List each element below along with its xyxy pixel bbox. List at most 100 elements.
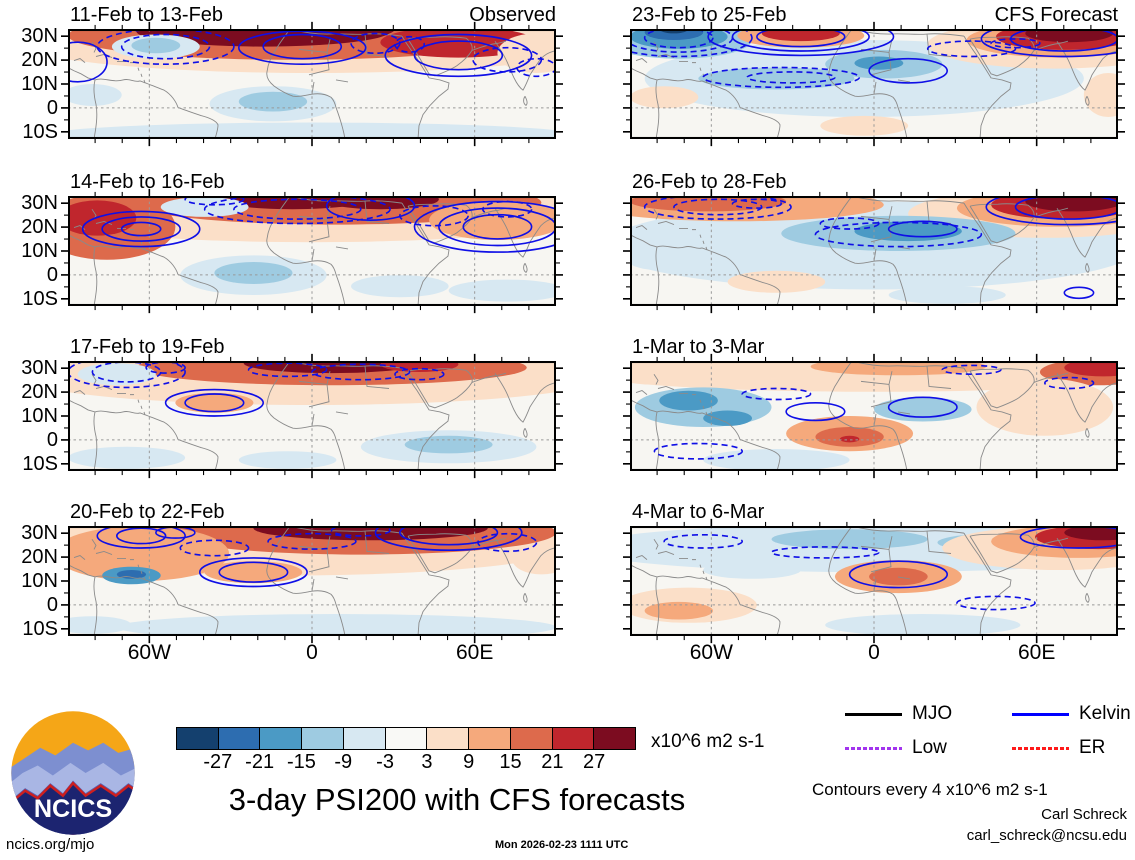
- kelvin-contour-solid: [218, 561, 289, 583]
- kelvin-contour-dashed: [673, 198, 763, 216]
- kelvin-contour-dashed: [267, 532, 357, 550]
- kelvin-contour-solid: [887, 220, 958, 238]
- kelvin-contour-solid: [438, 207, 556, 247]
- coastline: [407, 368, 473, 409]
- ncics-logo: NCICS: [10, 710, 136, 836]
- coastline: [1056, 537, 1118, 588]
- anomaly-blob: [771, 529, 928, 550]
- kelvin-contour-solid: [399, 526, 499, 546]
- coastline: [655, 411, 660, 471]
- map-svg: [61, 21, 563, 147]
- anomaly-blob: [253, 526, 488, 541]
- kelvin-contour-dashed: [643, 196, 792, 220]
- coastline: [1085, 95, 1090, 106]
- anomaly-blob: [68, 200, 137, 236]
- map-plot: [61, 518, 563, 644]
- coastline: [93, 79, 98, 139]
- coastline: [91, 373, 97, 385]
- coastline: [266, 526, 346, 636]
- panel-forecast-1: 23-Feb to 25-Feb CFS Forecast: [623, 4, 1125, 147]
- kelvin-contour-solid: [184, 393, 245, 413]
- x-tick-label: 0: [306, 641, 318, 664]
- coastline: [963, 35, 1012, 139]
- anomaly-blob: [404, 435, 493, 454]
- y-tick-label: 30N: [21, 522, 58, 545]
- coastline: [117, 558, 134, 561]
- anomaly-blob: [380, 29, 537, 58]
- panel-title: 4-Mar to 6-Mar: [632, 501, 765, 523]
- kelvin-contour-dashed: [814, 221, 983, 248]
- coastline: [963, 202, 1012, 306]
- colorbar-tick-label: 3: [421, 751, 433, 773]
- legend-label: ER: [1079, 737, 1106, 758]
- kelvin-contour-solid: [101, 216, 182, 242]
- kelvin-contour-dashed: [941, 364, 1002, 376]
- map-svg: [61, 188, 563, 314]
- coastline: [401, 367, 450, 471]
- coastline: [1085, 262, 1090, 273]
- x-axis-labels: 60W 0 60E: [68, 641, 556, 667]
- kelvin-contour-dashed: [926, 40, 1017, 58]
- anomaly-blob: [238, 91, 308, 112]
- coastline: [851, 526, 965, 534]
- coastline: [828, 361, 908, 471]
- panel-forecast-3: 1-Mar to 3-Mar: [623, 336, 1125, 479]
- logo-text: NCICS: [34, 795, 112, 823]
- coastline: [73, 555, 86, 560]
- kelvin-contour-dashed: [702, 66, 861, 89]
- kelvin-contour-dashed: [741, 387, 812, 401]
- coastline: [630, 564, 658, 578]
- coastline: [828, 29, 908, 139]
- coastline: [494, 372, 556, 423]
- kelvin-contour-dashed: [179, 539, 250, 557]
- y-tick-label: 10N: [21, 570, 58, 592]
- y-tick-label: 20N: [21, 216, 58, 239]
- kelvin-contour-dashed: [472, 46, 543, 73]
- coastline: [91, 538, 97, 550]
- y-tick-label: 20N: [21, 546, 58, 569]
- kelvin-contour-solid: [374, 526, 523, 552]
- anomaly-blob: [175, 392, 254, 413]
- map-svg: [623, 188, 1125, 314]
- anomaly-blob: [116, 614, 556, 636]
- coastline: [635, 225, 648, 230]
- y-axis-labels: 30N 20N 10N 0 10S: [2, 358, 62, 474]
- coastline: [657, 53, 675, 58]
- colorbar-segment: [343, 728, 386, 749]
- coastline: [91, 41, 97, 53]
- colorbar-segment: [385, 728, 428, 749]
- kelvin-contour-solid: [756, 29, 846, 48]
- coastline: [68, 67, 96, 81]
- kelvin-contour-dashed: [247, 362, 328, 378]
- figure-title: 3-day PSI200 with CFS forecasts: [228, 782, 686, 817]
- coastline: [656, 245, 781, 306]
- coastline: [630, 399, 658, 413]
- y-tick-label: 0: [46, 96, 58, 119]
- anomaly-blob: [448, 279, 556, 302]
- map-frame: [68, 526, 556, 636]
- coastline: [523, 427, 528, 438]
- anomaly-blob: [976, 378, 1114, 436]
- y-axis-labels: 30N 20N 10N 0 10S: [2, 193, 62, 309]
- coastline: [298, 34, 390, 95]
- anomaly-blob: [351, 275, 449, 298]
- map-svg: [623, 353, 1125, 479]
- author-email: carl_schreck@ncsu.edu: [966, 827, 1127, 844]
- coastline: [1033, 537, 1069, 548]
- kelvin-contour-dashed: [746, 71, 836, 84]
- kelvin-contour-dashed: [1044, 376, 1095, 390]
- anomaly-blob: [644, 601, 713, 620]
- colorbar-tick-label: -3: [376, 751, 394, 773]
- kelvin-contour-solid: [731, 29, 870, 52]
- map-frame: [68, 196, 556, 306]
- coastline: [73, 58, 86, 63]
- kelvin-contour-solid: [707, 29, 895, 57]
- coastline: [860, 34, 952, 95]
- coastline: [969, 36, 1035, 77]
- anomaly-blob: [68, 84, 122, 106]
- kelvin-contour-solid: [164, 388, 264, 417]
- panel-title: 11-Feb to 13-Feb: [70, 4, 224, 26]
- kelvin-contour-dashed: [120, 33, 211, 60]
- y-tick-label: 10N: [21, 405, 58, 427]
